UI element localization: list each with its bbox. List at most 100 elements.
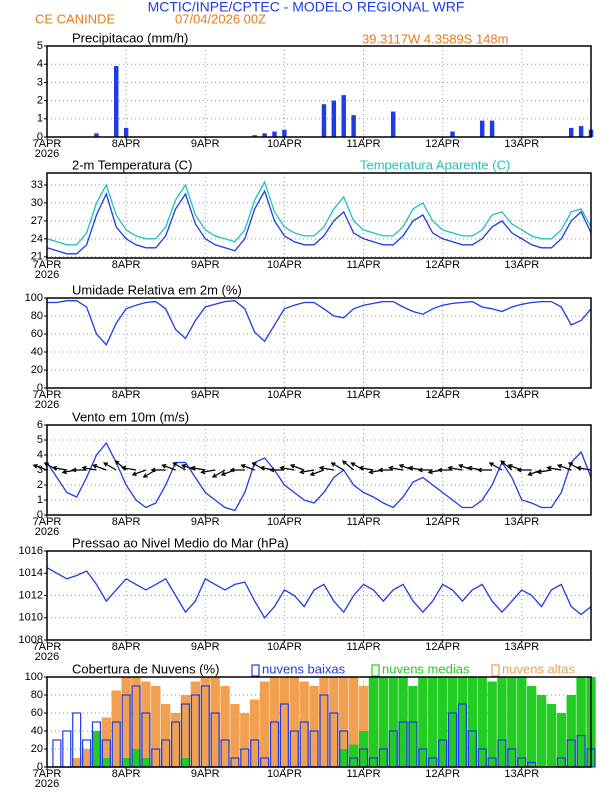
panel-title: Pressao ao Nivel Medio do Mar (hPa) [72, 535, 289, 550]
bar [331, 100, 337, 137]
x-tick-label: 10APR [267, 138, 302, 150]
x-tick-label: 8APR [112, 768, 141, 780]
bar [546, 704, 557, 767]
bar [487, 681, 497, 767]
bar [341, 95, 346, 137]
wind-arrow [575, 465, 592, 471]
bar [566, 695, 576, 767]
panel-title: Precipitacao (mm/h) [72, 30, 188, 45]
y-tick-label: 2 [37, 479, 43, 491]
y-tick-label: 3 [37, 76, 43, 88]
bar [497, 677, 507, 767]
location: 39.3117W 4.3589S 148m [362, 31, 508, 46]
x-tick-label: 13APR [504, 641, 539, 653]
wind-arrow [536, 469, 552, 475]
wind-arrow [476, 467, 493, 473]
x-tick-label: 9APR [191, 641, 220, 653]
bar [52, 739, 62, 768]
wind-arrow [161, 464, 176, 471]
wind-arrow [437, 467, 453, 473]
y-tick-label: 5 [37, 434, 43, 446]
bar [252, 135, 257, 137]
line [46, 441, 592, 512]
bar [437, 677, 448, 767]
y-tick-label: 1014 [19, 567, 43, 579]
bar [272, 131, 277, 137]
bar [262, 133, 267, 137]
bar [408, 686, 418, 767]
x-tick-label: 8APR [112, 259, 141, 271]
x-tick-label: 8APR [112, 641, 141, 653]
wind-arrow [103, 462, 117, 471]
bar [101, 758, 112, 767]
line [47, 300, 592, 346]
bar [190, 681, 201, 767]
x-tick-label: 10APR [267, 516, 302, 528]
wind-arrow [229, 467, 245, 473]
wind-arrow [150, 467, 166, 473]
y-tick-label: 3 [37, 464, 43, 476]
x-tick-label: 8APR [112, 516, 141, 528]
run: 07/04/2026 00Z [175, 11, 266, 26]
x-tick-label: 7APR [33, 768, 62, 780]
wind-arrow [240, 464, 255, 471]
x-tick-label: 9APR [191, 516, 220, 528]
x-tick-label: 9APR [191, 389, 220, 401]
x-tick-label: 12APR [425, 138, 460, 150]
legend-swatch [251, 664, 260, 677]
wind-arrow [516, 467, 532, 473]
wind-arrow [211, 469, 226, 478]
bar [210, 677, 220, 767]
x-year: 2026 [35, 148, 59, 160]
bar [568, 127, 574, 137]
bar [279, 677, 290, 767]
wind-arrow [190, 465, 206, 471]
plot-frame [46, 45, 592, 138]
bar [517, 677, 527, 767]
bar [114, 66, 119, 137]
x-tick-label: 12APR [425, 259, 460, 271]
x-year: 2026 [35, 399, 59, 411]
y-tick-label: 0 [37, 509, 43, 521]
bar [358, 686, 369, 767]
plot-frame [46, 297, 592, 389]
bar [121, 758, 131, 767]
y-tick-label: 100 [25, 671, 43, 683]
bar [299, 681, 309, 767]
y-tick-label: 80 [31, 310, 43, 322]
y-tick-label: 4 [37, 449, 43, 461]
x-tick-label: 12APR [425, 389, 460, 401]
wind-arrow [279, 465, 295, 471]
y-tick-label: 21 [31, 251, 43, 263]
bar [489, 120, 495, 137]
x-tick-label: 10APR [267, 768, 302, 780]
bar [121, 677, 131, 767]
bar [578, 126, 584, 137]
bar [62, 730, 72, 768]
wind-arrow [447, 465, 463, 471]
x-tick-label: 12APR [425, 641, 460, 653]
x-tick-label: 12APR [425, 516, 460, 528]
panel-title: Umidade Relativa em 2m (%) [72, 282, 242, 297]
wind-arrow [71, 467, 87, 473]
y-tick-label: 100 [25, 292, 43, 304]
y-tick-label: 6 [37, 419, 43, 431]
bar [321, 104, 327, 137]
bar [131, 749, 141, 767]
wind-arrow [417, 467, 433, 473]
bar [170, 713, 181, 767]
bar [180, 695, 191, 767]
x-tick-label: 11APR [346, 138, 380, 150]
y-tick-label: 27 [31, 215, 43, 227]
bar [447, 677, 458, 767]
y-tick-label: 30 [31, 197, 43, 209]
bar [378, 677, 388, 767]
y-tick-label: 0 [37, 761, 43, 773]
x-tick-label: 13APR [504, 768, 539, 780]
y-tick-label: 1012 [19, 589, 43, 601]
x-tick-label: 11APR [346, 641, 380, 653]
wind-arrow [556, 464, 572, 471]
x-tick-label: 7APR [33, 641, 62, 653]
y-tick-label: 2 [37, 95, 43, 107]
panel-title: Cobertura de Nuvens (%) [72, 661, 219, 676]
